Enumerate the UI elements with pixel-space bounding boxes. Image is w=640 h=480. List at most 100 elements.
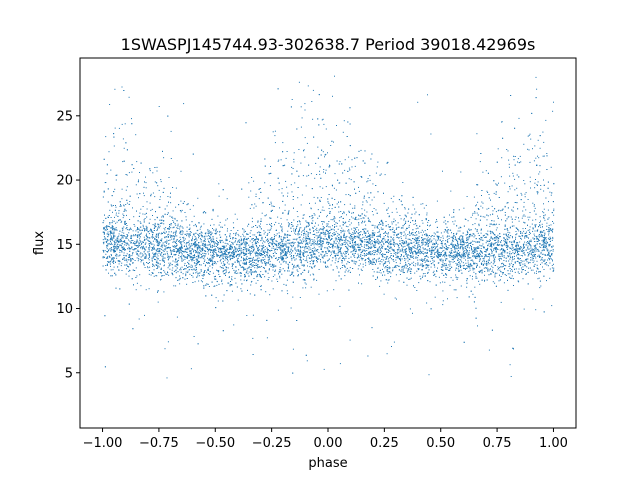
data-point (270, 203, 272, 205)
data-point (306, 175, 308, 177)
data-point (347, 249, 349, 251)
data-point (157, 229, 158, 231)
data-point (139, 172, 140, 173)
data-point (203, 258, 205, 260)
data-point (278, 236, 280, 238)
data-point (549, 258, 550, 260)
data-point (172, 274, 174, 276)
data-point (304, 251, 306, 253)
data-point (525, 209, 527, 211)
data-point (533, 253, 535, 255)
data-point (396, 227, 398, 229)
data-point (155, 249, 157, 251)
data-point (355, 250, 357, 252)
data-point (322, 206, 324, 208)
data-point (519, 241, 521, 243)
data-point (480, 232, 482, 234)
data-point (489, 269, 491, 271)
data-point (520, 247, 522, 249)
data-point (447, 240, 448, 242)
data-point (520, 255, 522, 256)
data-point (518, 230, 520, 232)
data-point (272, 131, 274, 133)
data-point (277, 281, 279, 282)
data-point (119, 251, 121, 253)
data-point (278, 257, 280, 259)
data-point (545, 237, 547, 239)
data-point (136, 161, 138, 163)
data-point (198, 237, 199, 239)
data-point (442, 260, 444, 262)
data-point (336, 225, 338, 227)
data-point (457, 264, 459, 266)
data-point (254, 203, 256, 205)
data-point (371, 240, 372, 242)
data-point (505, 245, 507, 247)
data-point (218, 224, 220, 226)
data-point (323, 221, 325, 223)
data-point (532, 219, 534, 221)
data-point (160, 278, 162, 280)
data-point (360, 149, 362, 151)
data-point (497, 241, 499, 243)
data-point (183, 256, 185, 258)
data-point (236, 249, 238, 251)
data-point (303, 265, 305, 267)
data-point (504, 274, 506, 275)
data-point (437, 245, 438, 247)
data-point (192, 255, 194, 257)
data-point (368, 235, 370, 237)
data-point (272, 205, 274, 207)
data-point (442, 237, 444, 239)
data-point (295, 249, 297, 251)
data-point (344, 159, 346, 161)
data-point (132, 230, 134, 232)
data-point (255, 205, 257, 207)
data-point (534, 238, 536, 240)
data-point (486, 208, 488, 210)
data-point (460, 255, 462, 257)
data-point (203, 252, 205, 254)
data-point (433, 249, 435, 251)
data-point (432, 259, 434, 261)
data-point (192, 238, 193, 240)
data-point (110, 269, 112, 271)
data-point (137, 229, 139, 230)
data-point (458, 269, 460, 271)
data-point (421, 244, 423, 246)
data-point (169, 226, 170, 227)
data-point (227, 267, 229, 269)
data-point (150, 243, 152, 245)
data-point (334, 217, 336, 219)
data-point (446, 265, 448, 267)
data-point (162, 255, 164, 257)
data-point (311, 255, 313, 257)
data-point (351, 251, 353, 253)
data-point (256, 276, 258, 278)
data-point (164, 271, 166, 273)
data-point (224, 257, 226, 259)
data-point (394, 297, 396, 299)
data-point (386, 270, 388, 272)
data-point (317, 249, 319, 251)
data-point (322, 227, 324, 229)
data-point (419, 259, 421, 261)
data-point (473, 250, 475, 252)
data-point (111, 225, 113, 227)
data-point (208, 249, 209, 251)
data-point (244, 244, 246, 246)
data-point (165, 227, 167, 229)
data-point (302, 230, 304, 232)
data-point (526, 266, 528, 268)
data-point (201, 243, 203, 245)
data-point (212, 257, 214, 259)
data-point (183, 103, 185, 105)
data-point (417, 257, 419, 259)
data-point (404, 233, 406, 235)
data-point (543, 203, 544, 205)
data-point (522, 255, 523, 257)
data-point (170, 231, 172, 233)
data-point (520, 161, 522, 163)
data-point (182, 259, 184, 261)
data-point (359, 215, 361, 217)
